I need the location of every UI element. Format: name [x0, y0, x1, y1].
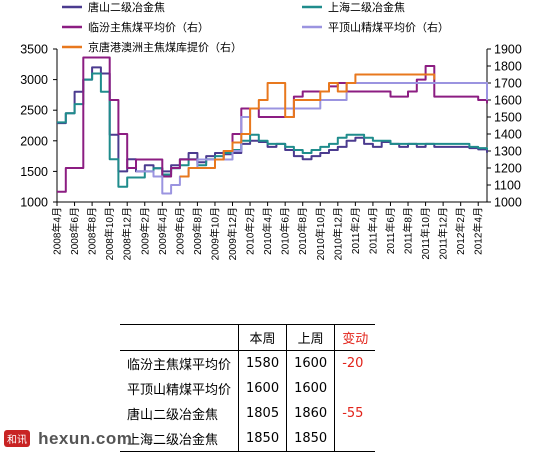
x-tick-label: 2010年4月: [261, 207, 274, 255]
y-left-tick-label: 2000: [20, 134, 48, 148]
series-line: [57, 72, 488, 188]
row-last-week: 1860: [286, 401, 335, 426]
legend-label: 上海二级冶金焦: [328, 0, 405, 14]
x-tick-label: 2010年12月: [331, 207, 344, 260]
table-row: 唐山二级冶金焦 1805 1860 -55: [120, 401, 376, 426]
y-right-tick-label: 1100: [494, 179, 521, 193]
row-change: -20: [334, 350, 376, 376]
x-tick-label: 2008年10月: [103, 207, 116, 260]
x-tick-label: 2008年6月: [68, 207, 81, 255]
x-tick-label: 2009年4月: [156, 207, 169, 255]
x-tick-label: 2009年8月: [191, 207, 204, 255]
row-last-week: 1850: [286, 426, 335, 452]
header-last-week: 上周: [286, 324, 335, 351]
x-tick-label: 2010年6月: [279, 207, 292, 255]
y-left-tick-label: 3000: [20, 73, 48, 87]
header-blank: [120, 324, 239, 351]
y-right-tick-label: 1700: [494, 77, 522, 91]
table-row: 临汾主焦煤平均价 1580 1600 -20: [120, 350, 376, 376]
x-tick-label: 2012年4月: [472, 207, 485, 255]
x-tick-label: 2008年12月: [121, 207, 134, 260]
table-header-row: 本周 上周 变动: [120, 324, 376, 351]
row-this-week: 1805: [238, 401, 287, 426]
y-left-tick-label: 3500: [20, 43, 48, 57]
x-tick-label: 2011年4月: [366, 207, 379, 254]
row-name: 上海二级冶金焦: [120, 426, 239, 452]
row-this-week: 1580: [238, 350, 287, 376]
weekly-price-table: 本周 上周 变动 临汾主焦煤平均价 1580 1600 -20 平顶山精煤平均价…: [120, 324, 376, 452]
y-right-tick-label: 1900: [494, 43, 522, 57]
legend-background: [59, 41, 284, 60]
row-name: 唐山二级冶金焦: [127, 408, 219, 423]
y-left-tick-label: 1000: [20, 196, 48, 210]
row-this-week: 1850: [238, 426, 287, 452]
x-tick-label: 2010年2月: [244, 207, 257, 255]
y-right-tick-label: 1600: [494, 94, 522, 108]
x-tick-label: 2009年10月: [208, 207, 221, 260]
x-tick-label: 2012年2月: [454, 207, 467, 255]
table-row: 平顶山精煤平均价 1600 1600: [120, 376, 376, 401]
x-tick-label: 2009年12月: [226, 207, 239, 260]
legend-label: 唐山二级冶金焦: [88, 0, 165, 14]
x-tick-label: 2011年2月: [349, 207, 362, 254]
y-left-tick-label: 1500: [20, 165, 48, 179]
header-this-week: 本周: [238, 324, 287, 351]
row-name: 临汾主焦煤平均价: [127, 358, 232, 373]
x-tick-label: 2011年6月: [384, 207, 397, 254]
row-last-week: 1600: [286, 350, 335, 376]
x-tick-label: 2010年10月: [314, 207, 327, 260]
row-last-week: 1600: [286, 376, 335, 401]
y-right-tick-label: 1300: [494, 145, 522, 159]
series-line: [179, 73, 436, 178]
y-right-tick-label: 1200: [494, 162, 522, 176]
hexun-watermark: 和讯 hexun.com: [4, 428, 132, 449]
x-tick-label: 2009年2月: [138, 207, 151, 255]
legend-label: 平顶山精煤平均价（右）: [328, 20, 449, 34]
row-change: -55: [334, 401, 376, 426]
chart-axes: 1000 1500 2000 2500 3000 3500 1000 1100 1200 1300…: [20, 43, 522, 261]
table-row: 上海二级冶金焦 1850 1850: [120, 426, 376, 452]
x-tick-label: 2011年10月: [419, 207, 432, 260]
y-right-tick-label: 1500: [494, 111, 522, 125]
hexun-site-text: hexun.com: [38, 428, 133, 448]
y-right-tick-label: 1800: [494, 60, 522, 74]
x-tick-label: 2008年4月: [51, 207, 64, 255]
hexun-logo: 和讯: [4, 430, 30, 447]
x-tick-label: 2008年8月: [86, 207, 99, 255]
legend-label: 京唐港澳洲主焦煤库提价（右）: [88, 40, 242, 54]
row-this-week: 1600: [238, 376, 287, 401]
x-tick-label: 2010年8月: [296, 207, 309, 255]
y-right-tick-label: 1000: [494, 196, 522, 210]
header-change: 变动: [334, 324, 376, 351]
row-name: 平顶山精煤平均价: [127, 383, 232, 398]
chart-series: [57, 56, 488, 195]
x-tick-label: 2011年12月: [437, 207, 450, 260]
row-change: [334, 376, 376, 401]
y-right-tick-label: 1400: [494, 128, 522, 142]
x-tick-label: 2009年6月: [173, 207, 186, 255]
y-left-tick-label: 2500: [20, 104, 48, 118]
legend-label: 临汾主焦煤平均价（右）: [88, 20, 209, 34]
row-change: [334, 426, 376, 452]
x-tick-label: 2011年8月: [402, 207, 415, 254]
